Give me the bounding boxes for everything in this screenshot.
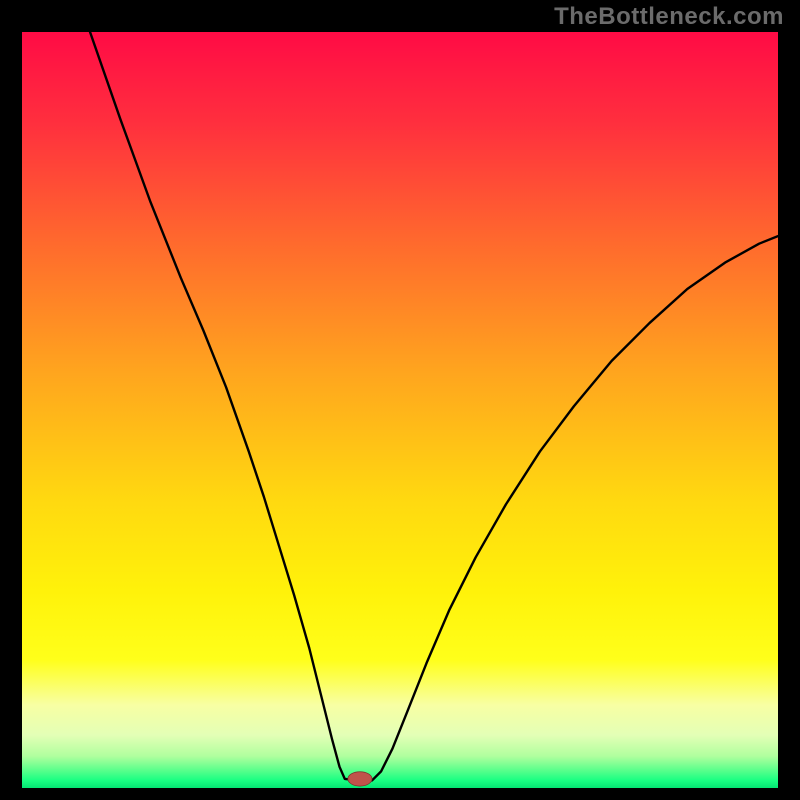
bottleneck-curve-chart xyxy=(22,32,778,788)
watermark-text: TheBottleneck.com xyxy=(554,3,784,31)
chart-frame: TheBottleneck.com xyxy=(0,0,800,800)
plot-area xyxy=(22,32,778,788)
gradient-background xyxy=(22,32,778,788)
minimum-marker xyxy=(348,772,372,786)
